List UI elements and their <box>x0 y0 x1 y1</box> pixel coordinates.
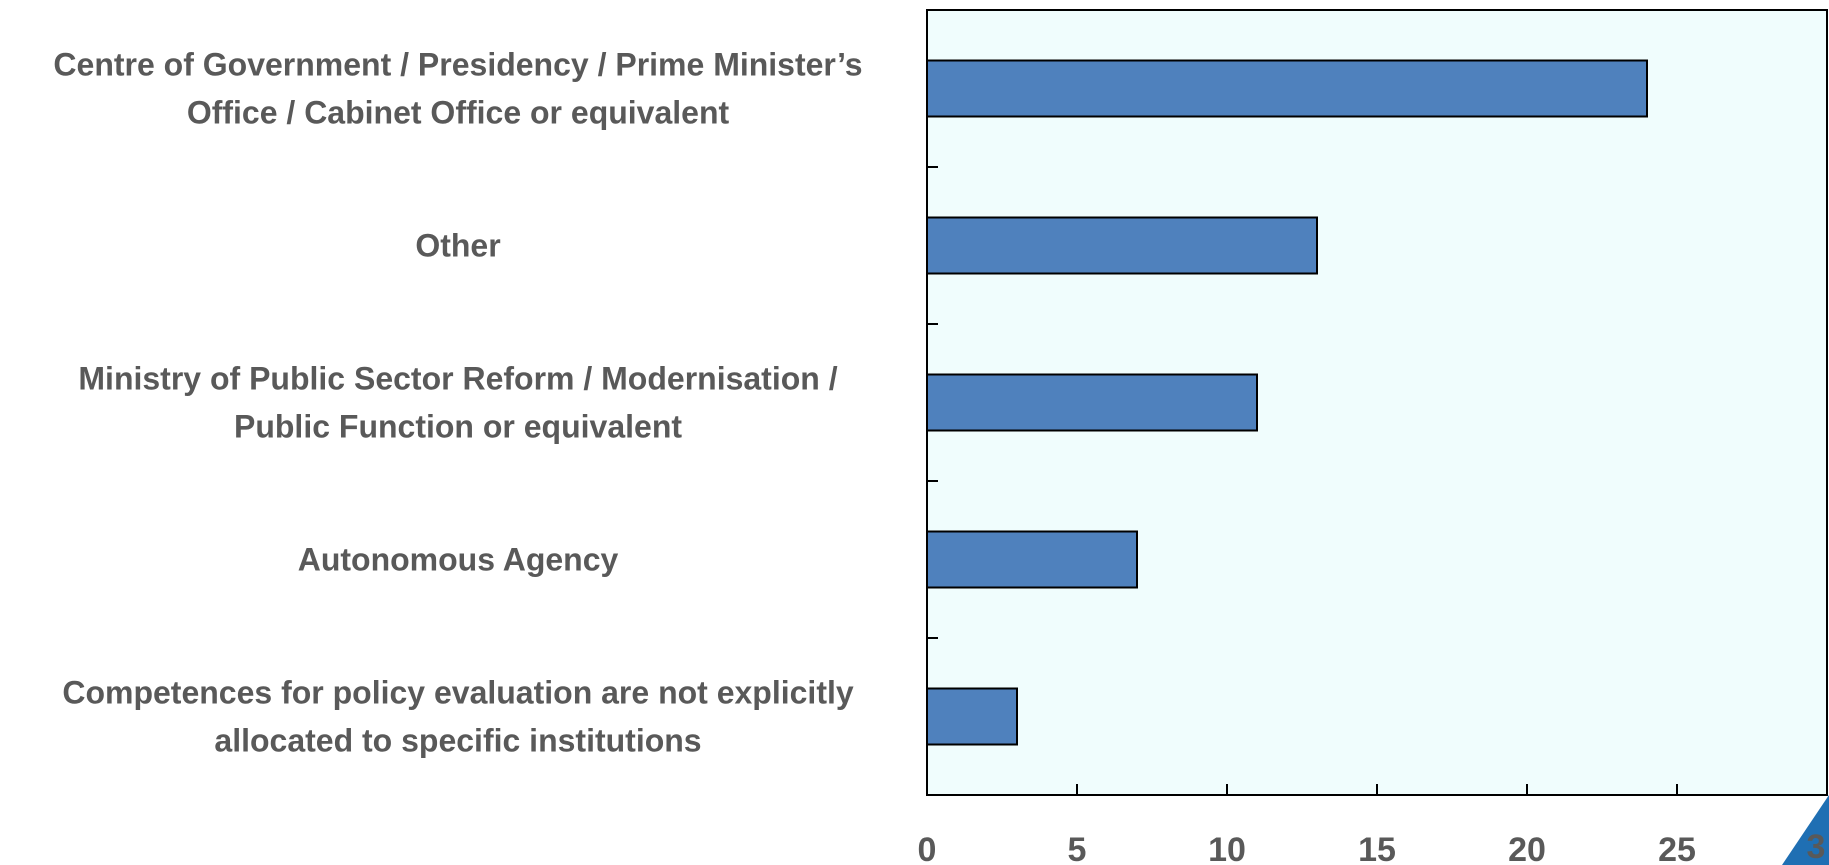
corner-page-number: 3 <box>1807 828 1826 865</box>
bar <box>926 687 1018 746</box>
category-labels: Centre of Government / Presidency / Prim… <box>53 47 862 759</box>
category-label: Other <box>415 228 500 264</box>
category-label: Autonomous Agency <box>298 542 619 578</box>
x-axis-tick-labels: 0 5 10 15 20 25 <box>918 831 1696 865</box>
bar <box>926 59 1648 118</box>
x-tick-label: 15 <box>1358 831 1396 865</box>
category-label: Centre of Government / Presidency / Prim… <box>53 47 862 131</box>
x-axis-ticks <box>926 784 1678 795</box>
x-tick-label: 20 <box>1508 831 1546 865</box>
bars-group <box>926 59 1648 746</box>
category-label: Competences for policy evaluation are no… <box>62 675 854 759</box>
category-ticks <box>927 166 938 639</box>
x-tick-label: 5 <box>1068 831 1087 865</box>
x-tick-label: 25 <box>1658 831 1696 865</box>
category-label: Ministry of Public Sector Reform / Moder… <box>78 361 837 445</box>
bar <box>926 530 1138 589</box>
x-tick-label: 0 <box>918 831 937 865</box>
bar <box>926 373 1258 432</box>
bar <box>926 216 1318 275</box>
corner-triangle-decoration <box>1782 795 1829 865</box>
x-tick-label: 10 <box>1208 831 1246 865</box>
